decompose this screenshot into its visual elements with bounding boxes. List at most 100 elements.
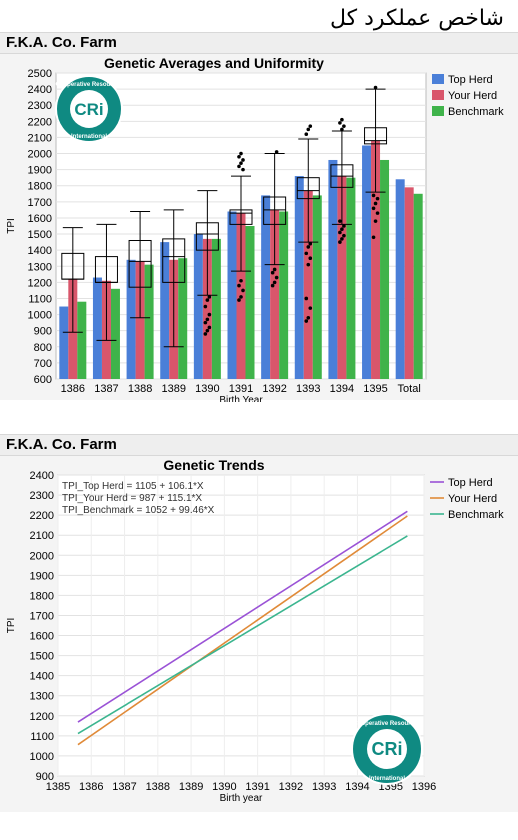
chart2-x-tick-label: 1387 [112,781,136,793]
chart1-bar-top-herd [92,277,102,379]
chart1-outlier-point [274,275,279,280]
chart1-legend-label: Benchmark [448,106,504,118]
chart2-legend-label: Benchmark [448,509,504,521]
chart1-outlier-point [338,121,342,125]
chart1-outlier-point [373,85,378,90]
chart1-x-tick-label: 1386 [61,383,85,395]
logo-text-bottom: International [369,776,405,782]
chart1-x-tick-label: 1391 [229,383,253,395]
chart1-outlier-point [241,158,245,162]
chart1-bar-benchmark [144,264,154,379]
chart1-outlier-point [237,154,241,159]
chart1-outlier-point [371,193,376,198]
chart1-x-tick-label: 1388 [128,383,152,395]
chart1-outlier-point [239,278,243,283]
chart1-outlier-point [274,150,279,154]
logo-mark: CRi [74,100,103,119]
chart2-x-tick-label: 1396 [412,781,436,793]
chart2-y-tick-label: 1000 [30,751,54,763]
chart1-box [263,196,287,225]
chart1-outlier-point [340,127,344,132]
chart2-legend-label: Top Herd [448,477,493,489]
chart1-y-tick-label: 1800 [28,181,52,193]
chart1-outlier-point [272,267,277,272]
chart1-bar-benchmark [211,238,221,379]
chart1-outlier-point [205,298,210,302]
chart1-outlier-point [342,124,346,128]
chart1-bar-your-herd [337,176,347,379]
chart1-bar-benchmark [413,193,423,379]
chart2-x-axis-label: Birth year [220,793,263,804]
chart1-outlier-point [306,245,311,249]
chart1-outlier-point [306,316,311,320]
chart1-bar-top-herd [59,306,69,379]
chart1-legend-label: Your Herd [448,90,497,102]
chart1-outlier-point [373,201,378,206]
chart1-box [128,239,152,288]
chart1-legend-swatch [432,90,444,100]
chart1-outlier-point [308,241,313,246]
chart1-outlier-point [371,206,376,211]
chart1-legend-label: Top Herd [448,74,493,86]
chart1-y-tick-label: 600 [34,374,52,386]
cri-logo-bottom: CRi Cooperative Resources International [351,713,423,785]
chart2-x-tick-label: 1392 [279,781,303,793]
chart1-outlier-point [239,151,243,156]
chart2-x-tick-label: 1394 [345,781,369,793]
chart1-outlier-point [342,224,346,228]
chart2-x-tick-label: 1385 [46,781,70,793]
chart2-x-tick-label: 1391 [245,781,269,793]
logo-mark: CRi [372,739,403,759]
chart2-y-tick-label: 1400 [30,671,54,683]
chart1-legend-swatch [432,74,444,84]
panel1-title-bar: F.K.A. Co. Farm [0,32,518,54]
chart1-outlier-point [205,317,210,322]
panel1-farm-label: F.K.A. Co. Farm [6,34,117,51]
chart2-y-tick-label: 1700 [30,610,54,622]
chart1-x-tick-label: Total [398,383,421,395]
chart2-y-tick-label: 2100 [30,530,54,542]
chart1-outlier-point [375,196,380,201]
chart1-bar-your-herd [202,238,212,379]
chart2-y-tick-label: 900 [36,771,54,783]
chart1-bar-top-herd [193,234,203,379]
panel2-farm-label: F.K.A. Co. Farm [6,436,117,453]
chart2-y-tick-label: 1800 [30,590,54,602]
chart2-y-tick-label: 2000 [30,550,54,562]
chart1-y-tick-label: 2500 [28,68,52,80]
chart1-outlier-point [338,219,342,223]
chart1-y-tick-label: 1000 [28,310,52,322]
chart1-bar-top-herd [261,195,271,379]
chart1-outlier-point [308,124,313,128]
logo-text-bottom: International [71,134,107,140]
chart1-outlier-point [338,230,342,235]
chart1-outlier-point [308,256,313,261]
chart1-y-tick-label: 1100 [28,293,52,305]
chart1-outlier-point [304,296,309,301]
chart1-bar-top-herd [160,242,170,379]
chart2-trend-line-benchmark [77,535,408,735]
chart1-bar-benchmark [279,211,289,379]
chart1-outlier-point [237,164,241,169]
chart2-y-tick-label: 1300 [30,691,54,703]
chart1-y-tick-label: 900 [34,326,52,338]
chart1-bar-top-herd [294,176,304,379]
chart1-y-tick-label: 1200 [28,277,52,289]
chart1-y-axis-label: TPI [6,218,17,234]
chart1-bar-your-herd [371,140,381,379]
chart1-outlier-point [340,227,344,232]
chart2-y-tick-label: 2300 [30,490,54,502]
chart1-outlier-point [338,240,342,244]
chart1-box [364,127,388,145]
chart1-outlier-point [306,127,311,132]
chart1-y-tick-label: 1900 [28,165,52,177]
chart1-outlier-point [304,319,309,323]
chart1-outlier-point [207,312,212,317]
chart1-outlier-point [371,235,376,240]
chart1-y-tick-label: 2000 [28,149,52,161]
chart1-y-tick-label: 1700 [28,197,52,209]
chart2-y-tick-label: 1500 [30,651,54,663]
logo-text-top: Cooperative Resources [353,721,421,727]
chart1-x-axis-label: Birth Year [219,395,263,402]
chart1-bar-benchmark [178,258,188,379]
